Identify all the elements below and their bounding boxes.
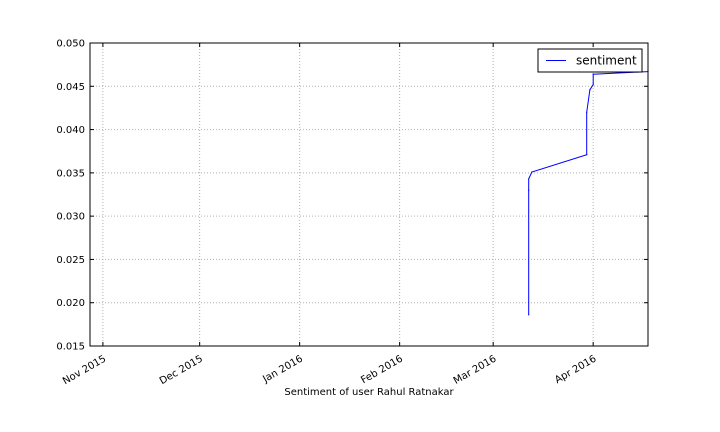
data-point — [586, 111, 588, 113]
y-tick-label: 0.035 — [56, 168, 85, 179]
series-line-sentiment — [528, 71, 649, 315]
data-point — [586, 154, 588, 156]
data-point — [592, 73, 594, 75]
data-point — [528, 314, 530, 316]
y-tick-label: 0.045 — [56, 82, 85, 93]
data-point — [528, 178, 530, 180]
legend-label-sentiment: sentiment — [576, 54, 637, 68]
data-point — [528, 189, 530, 191]
series-layer — [528, 70, 649, 316]
data-point — [592, 83, 594, 86]
grid — [90, 43, 648, 346]
legend: sentiment — [537, 48, 643, 73]
y-tick-label: 0.030 — [56, 212, 85, 223]
plot-frame — [89, 42, 649, 347]
y-tick-label: 0.015 — [56, 342, 85, 353]
legend-box — [537, 48, 643, 73]
data-point — [589, 89, 591, 91]
y-tick-label: 0.050 — [56, 39, 85, 50]
y-tick-label: 0.025 — [56, 255, 85, 266]
x-axis-label: Sentiment of user Rahul Ratnakar — [284, 387, 454, 398]
y-tick-label: 0.040 — [56, 125, 85, 136]
data-point — [531, 171, 533, 173]
y-tick-label: 0.020 — [56, 298, 85, 309]
